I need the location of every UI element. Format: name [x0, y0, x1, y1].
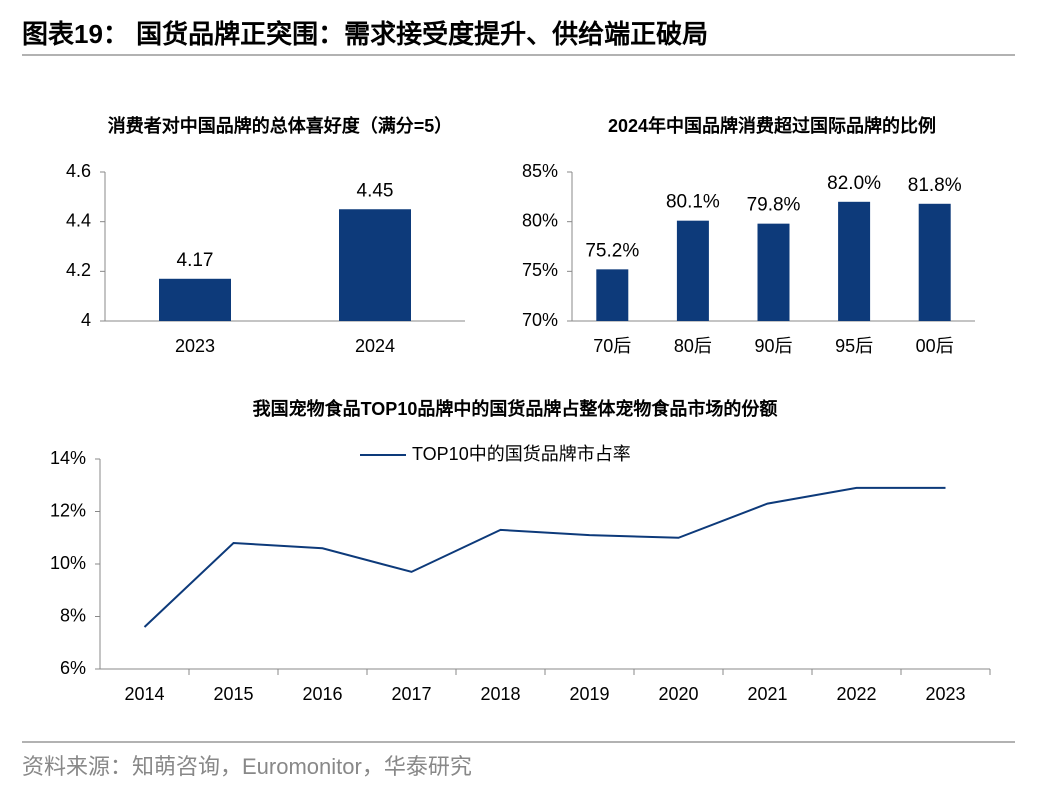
x-tick-label: 2021: [747, 684, 787, 704]
y-tick-label: 85%: [522, 161, 558, 181]
y-tick-label: 75%: [522, 260, 558, 280]
chart-title: 2024年中国品牌消费超过国际品牌的比例: [608, 115, 936, 136]
x-tick-label: 2024: [355, 336, 395, 356]
x-tick-label: 00后: [916, 336, 954, 356]
y-tick-label: 14%: [50, 448, 86, 468]
x-tick-label: 2014: [124, 684, 164, 704]
x-tick-label: 2015: [213, 684, 253, 704]
x-tick-label: 70后: [593, 336, 631, 356]
y-tick-label: 12%: [50, 500, 86, 520]
x-tick-label: 2020: [658, 684, 698, 704]
x-tick-label: 2023: [925, 684, 965, 704]
chart-title: 我国宠物食品TOP10品牌中的国货品牌占整体宠物食品市场的份额: [253, 398, 778, 419]
bar: [838, 201, 871, 321]
data-label: 4.45: [357, 180, 394, 201]
bar: [676, 220, 709, 321]
y-tick-label: 6%: [60, 658, 86, 678]
x-tick-label: 2023: [175, 336, 215, 356]
data-label: 4.17: [177, 250, 214, 271]
x-tick-label: 80后: [674, 336, 712, 356]
data-label: 79.8%: [747, 195, 801, 216]
bar: [757, 223, 790, 321]
bar: [596, 269, 629, 321]
line: [143, 486, 946, 628]
chart-title: 消费者对中国品牌的总体喜好度（满分=5）: [108, 115, 453, 136]
x-tick-label: 2017: [391, 684, 431, 704]
x-tick-label: 90后: [754, 336, 792, 356]
y-tick-label: 70%: [522, 310, 558, 330]
data-label: 81.8%: [908, 175, 962, 196]
y-tick-label: 10%: [50, 553, 86, 573]
y-tick-label: 8%: [60, 605, 86, 625]
y-tick-label: 4.2: [66, 260, 91, 280]
page-title: 图表19： 国货品牌正突围：需求接受度提升、供给端正破局: [22, 19, 708, 49]
data-label: 80.1%: [666, 192, 720, 213]
x-tick-label: 2018: [480, 684, 520, 704]
y-tick-label: 80%: [522, 210, 558, 230]
y-tick-label: 4: [81, 310, 91, 330]
bar: [159, 278, 231, 321]
x-tick-label: 95后: [835, 336, 873, 356]
y-tick-label: 4.6: [66, 161, 91, 181]
bar: [918, 203, 951, 321]
x-tick-label: 2016: [302, 684, 342, 704]
x-tick-label: 2019: [569, 684, 609, 704]
y-tick-label: 4.4: [66, 210, 91, 230]
source: 资料来源：知萌咨询，Euromonitor，华泰研究: [22, 754, 472, 779]
data-label: 82.0%: [827, 173, 881, 194]
x-tick-label: 2022: [836, 684, 876, 704]
bar: [339, 209, 411, 321]
data-label: 75.2%: [585, 240, 639, 261]
legend-label: TOP10中的国货品牌市占率: [412, 444, 631, 464]
